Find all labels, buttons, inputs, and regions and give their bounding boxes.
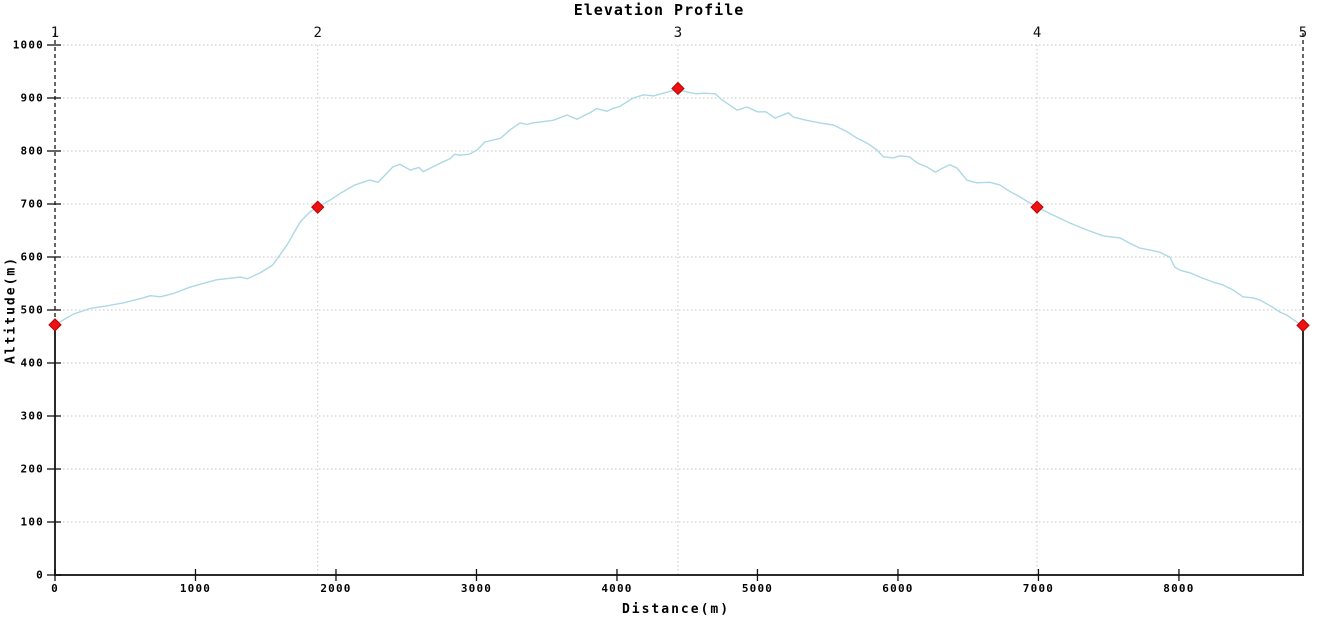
x-tick-label-6000: 6000	[882, 582, 913, 595]
waypoint-5-label: 5	[1299, 25, 1307, 41]
y-tick-label-0: 0	[36, 569, 44, 582]
waypoint-2-label: 2	[314, 25, 322, 41]
waypoint-3-marker	[671, 81, 685, 96]
y-axis-label: Altitude(m)	[3, 255, 19, 365]
x-tick-label-7000: 7000	[1023, 582, 1054, 595]
x-axis-label: Distance(m)	[621, 602, 731, 617]
waypoint-5-marker	[1296, 318, 1310, 333]
x-tick-label-4000: 4000	[601, 582, 632, 595]
x-tick-label-3000: 3000	[461, 582, 492, 595]
chart-title: Elevation Profile	[573, 1, 745, 19]
y-tick-label-900: 900	[21, 92, 44, 105]
y-tick-label-800: 800	[21, 145, 44, 158]
elevation-line	[54, 88, 1304, 327]
y-tick-label-500: 500	[21, 304, 44, 317]
y-tick-label-400: 400	[21, 357, 44, 370]
waypoint-3-label: 3	[674, 25, 682, 41]
x-tick-label-1000: 1000	[180, 582, 211, 595]
waypoint-1-marker	[48, 318, 62, 332]
waypoint-4-marker	[1030, 200, 1044, 214]
x-tick-label-2000: 2000	[320, 582, 351, 595]
y-tick-label-700: 700	[21, 198, 44, 211]
waypoint-4-label: 4	[1033, 25, 1041, 41]
x-tick-label-5000: 5000	[742, 582, 773, 595]
x-tick-label-0: 0	[51, 582, 59, 595]
y-tick-label-100: 100	[21, 516, 44, 529]
y-tick-label-300: 300	[21, 410, 44, 423]
y-tick-label-1000: 1000	[13, 39, 44, 52]
y-tick-label-200: 200	[21, 463, 44, 476]
waypoint-1-label: 1	[51, 25, 59, 41]
waypoint-2-marker	[311, 200, 325, 214]
x-tick-label-8000: 8000	[1163, 582, 1194, 595]
y-tick-label-600: 600	[21, 251, 44, 264]
